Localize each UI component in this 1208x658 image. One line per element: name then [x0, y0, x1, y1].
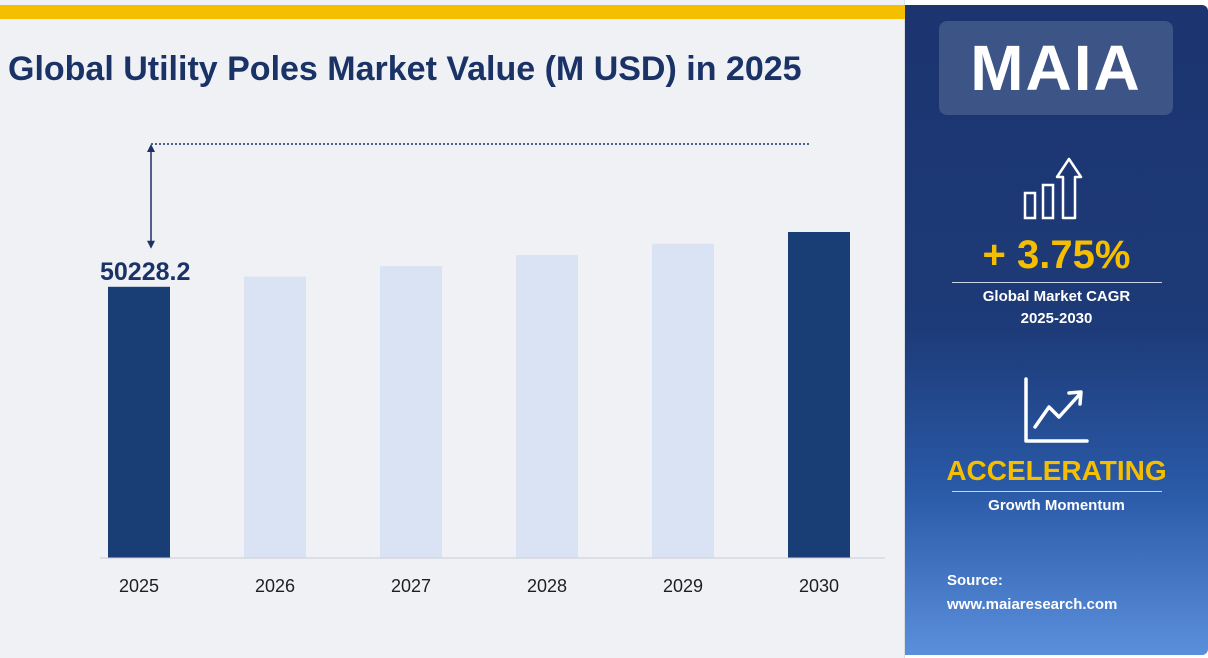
cagr-value: + 3.75% — [982, 233, 1131, 277]
cagr-label-line2: 2025-2030 — [1020, 310, 1093, 327]
labels-layer: 2025 2026 2027 2028 2029 2030 — [119, 576, 839, 596]
source-label: Source: — [947, 572, 1003, 589]
momentum-value: ACCELERATING — [946, 455, 1167, 486]
source-url[interactable]: www.maiaresearch.com — [947, 596, 1118, 613]
tick-label-2027: 2027 — [391, 576, 431, 596]
tick-label-2028: 2028 — [527, 576, 567, 596]
summary-panel: MAIA + 3.75% Global Market CAGR 2025-203… — [905, 5, 1208, 655]
bar-chart: 2025 2026 2027 2028 2029 2030 50228.2 — [100, 143, 885, 596]
bar-2025 — [108, 286, 170, 558]
bar-2028 — [516, 255, 578, 558]
data-label-2025: 50228.2 — [100, 258, 190, 286]
momentum-divider — [952, 491, 1162, 492]
growth-arrow-head-up — [147, 144, 155, 152]
line-growth-icon — [1024, 377, 1089, 443]
chart-title: Global Utility Poles Market Value (M USD… — [8, 50, 802, 88]
brand-logo: MAIA — [970, 32, 1142, 104]
tick-label-2030: 2030 — [799, 576, 839, 596]
annotation-layer: 50228.2 — [100, 143, 810, 286]
tick-label-2029: 2029 — [663, 576, 703, 596]
cagr-label-line1: Global Market CAGR — [982, 288, 1131, 305]
growth-arrow-head-down — [147, 240, 155, 249]
bar-2026 — [244, 276, 306, 558]
momentum-label: Growth Momentum — [988, 497, 1125, 514]
bar-2027 — [380, 266, 442, 558]
tick-label-2026: 2026 — [255, 576, 295, 596]
bar-growth-arrow-icon — [1023, 157, 1083, 220]
accent-bar — [0, 5, 905, 19]
logo-box: MAIA — [939, 21, 1173, 115]
cagr-divider — [952, 282, 1162, 283]
bars-layer — [108, 232, 850, 558]
tick-label-2025: 2025 — [119, 576, 159, 596]
bar-2030 — [788, 232, 850, 558]
bar-2029 — [652, 243, 714, 558]
